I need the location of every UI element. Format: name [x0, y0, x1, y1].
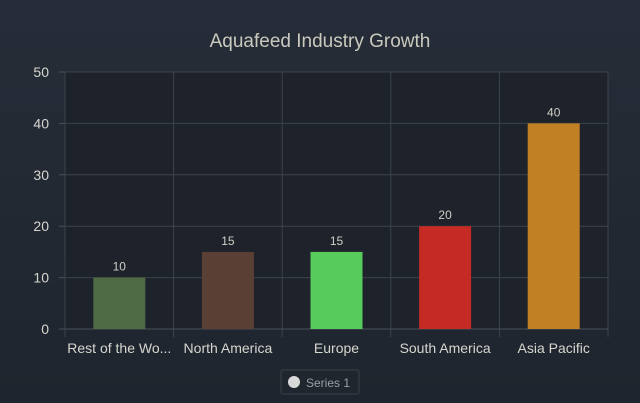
bar-south-america[interactable] — [419, 226, 472, 329]
y-tick-label: 30 — [33, 167, 49, 183]
x-tick-label: North America — [184, 340, 273, 356]
y-tick-label: 20 — [33, 218, 49, 234]
data-label: 15 — [330, 234, 344, 248]
data-labels: 10 15 15 20 40 — [113, 105, 561, 273]
x-tick-label: South America — [400, 340, 491, 356]
y-tick-label: 0 — [41, 321, 49, 337]
x-axis-ticks: Rest of the Wo... North America Europe Sout… — [67, 340, 590, 356]
x-tick-label: Europe — [314, 340, 359, 356]
x-tick-label: Asia Pacific — [518, 340, 590, 356]
legend-marker-series-1 — [288, 376, 300, 388]
legend-label-series-1: Series 1 — [306, 376, 350, 390]
bar-europe[interactable] — [310, 251, 363, 329]
data-label: 10 — [113, 260, 127, 274]
bar-rest-of-the-wo[interactable] — [93, 277, 146, 329]
bar-asia-pacific[interactable] — [527, 123, 580, 330]
x-tick-label: Rest of the Wo... — [67, 340, 171, 356]
bars — [93, 123, 580, 330]
data-label: 20 — [438, 208, 452, 222]
legend-box[interactable] — [280, 369, 360, 395]
data-label: 15 — [221, 234, 235, 248]
bar-north-america[interactable] — [201, 251, 254, 329]
y-tick-label: 10 — [33, 270, 49, 286]
y-axis-ticks: 0 10 20 30 40 50 — [33, 64, 49, 337]
chart-title: Aquafeed Industry Growth — [210, 31, 431, 52]
legend[interactable]: Series 1 — [280, 369, 360, 395]
y-tick-label: 40 — [33, 115, 49, 131]
y-tick-label: 50 — [33, 64, 49, 80]
data-label: 40 — [547, 105, 561, 119]
